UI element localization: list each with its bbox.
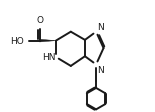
Text: N: N	[97, 65, 104, 74]
Polygon shape	[40, 40, 56, 43]
Text: HN: HN	[42, 53, 55, 62]
Text: N: N	[97, 23, 104, 32]
Text: HO: HO	[10, 37, 23, 46]
Text: O: O	[36, 16, 43, 25]
